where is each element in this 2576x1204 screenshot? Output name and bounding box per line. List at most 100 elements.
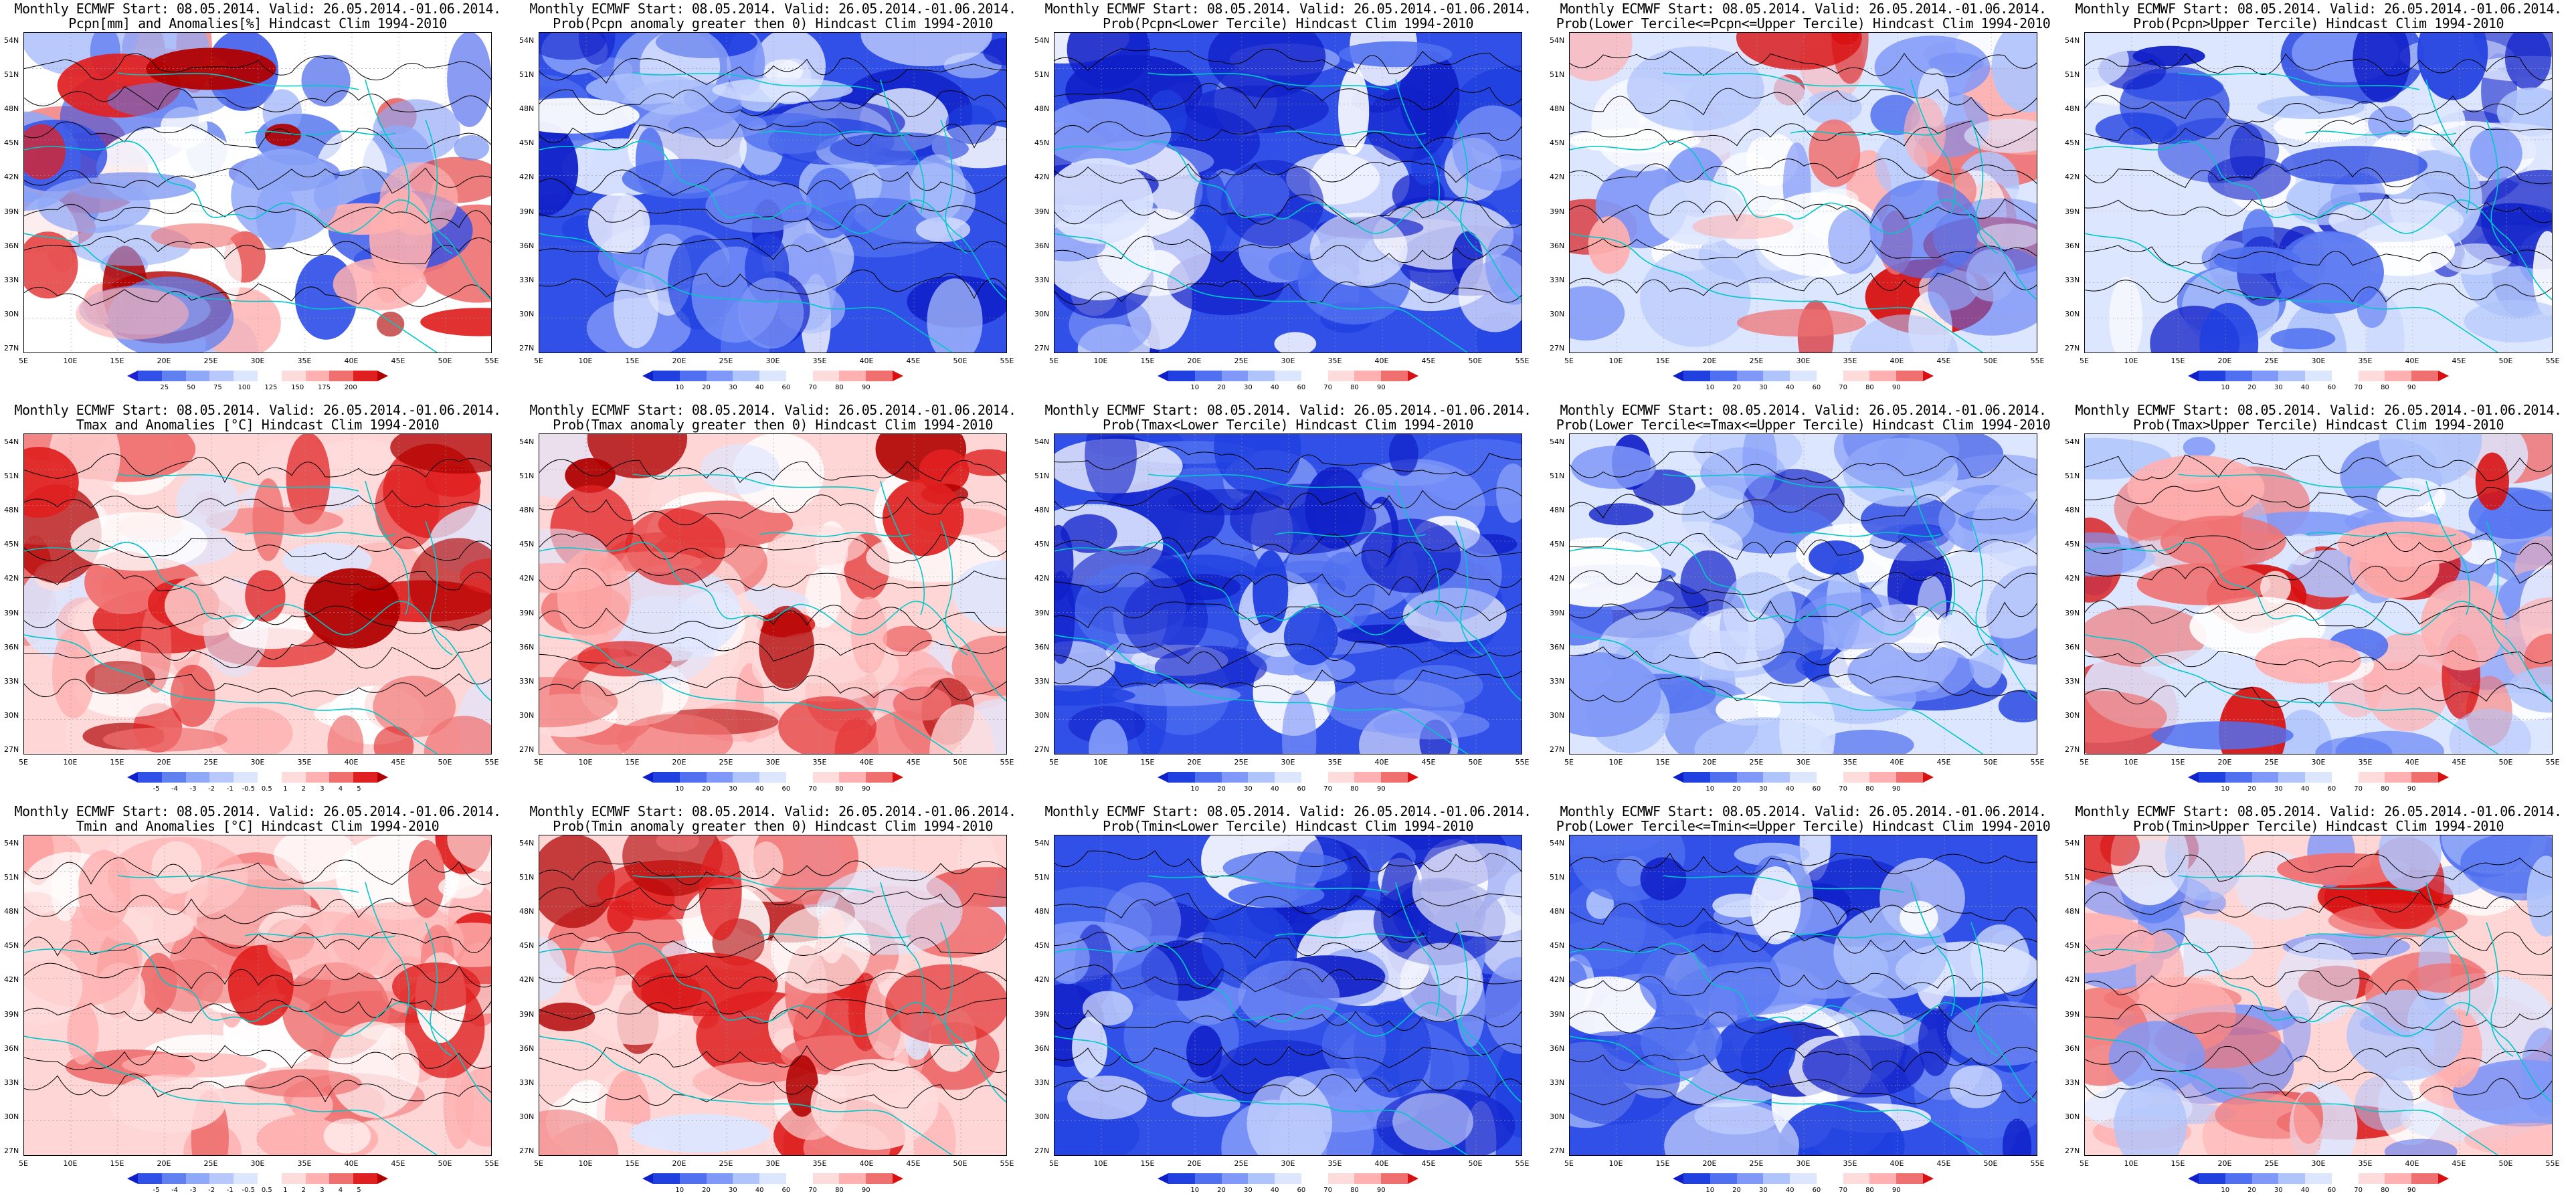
longitude-label: 30E: [250, 1159, 265, 1168]
map-panel: Monthly ECMWF Start: 08.05.2014. Valid: …: [515, 401, 1030, 803]
longitude-label: 35E: [812, 357, 827, 365]
shaded-region: [2260, 571, 2291, 604]
shaded-region: [1253, 550, 1289, 633]
longitude-label: 45E: [391, 357, 405, 365]
colorbar-segment: [1683, 772, 1711, 783]
longitude-label: 40E: [859, 758, 874, 767]
latitude-label: 27N: [2065, 1146, 2080, 1155]
shaded-region: [2151, 721, 2294, 750]
shaded-region: [2328, 198, 2464, 242]
shaded-region: [1734, 842, 1810, 866]
colorbar-tick-label: -4: [171, 1187, 179, 1194]
longitude-label: 55E: [2545, 1159, 2560, 1168]
latitude-label: 45N: [519, 540, 535, 549]
contour-line: [539, 533, 1006, 564]
shaded-region: [2353, 33, 2411, 103]
longitude-label: 30E: [2311, 357, 2326, 365]
shaded-region: [1054, 571, 1075, 664]
shaded-region: [883, 479, 964, 557]
latitude-label: 54N: [4, 437, 19, 446]
contour-line: [24, 536, 491, 561]
latitude-label: 27N: [519, 344, 535, 353]
longitude-label: 40E: [1374, 1159, 1389, 1168]
shaded-region: [1485, 957, 1522, 1054]
latitude-label: 36N: [1550, 642, 1565, 651]
colorbar-segment: [1381, 1173, 1408, 1184]
colorbar-tick-label: 90: [1892, 1187, 1901, 1194]
latitude-label: 42N: [1034, 975, 1050, 985]
colorbar-tick-label: 4: [338, 1187, 343, 1194]
shaded-region: [1247, 1076, 1333, 1155]
coastline: [2085, 474, 2552, 754]
shaded-region: [1392, 1093, 1474, 1150]
shaded-region: [850, 597, 887, 674]
colorbar-tick-label: 60: [1297, 785, 1306, 793]
colorbar-tick-label: 60: [1297, 384, 1306, 391]
contour-line: [2085, 94, 2552, 124]
longitude-label: 5E: [534, 357, 543, 365]
map-panel: Monthly ECMWF Start: 08.05.2014. Valid: …: [2061, 803, 2576, 1204]
colorbar-arrow-low: [2188, 1173, 2199, 1184]
shaded-region: [1172, 1092, 1240, 1117]
panel-title-line1: Monthly ECMWF Start: 08.05.2014. Valid: …: [1044, 1, 1532, 17]
latitude-label: 51N: [519, 472, 535, 481]
longitude-label: 10E: [1093, 758, 1108, 767]
shaded-region: [2108, 1021, 2205, 1093]
contour-line: [1054, 930, 1522, 959]
panel-title-line2: Prob(Pcpn>Upper Tercile) Hindcast Clim 1…: [2133, 15, 2504, 31]
shaded-region: [2315, 736, 2393, 754]
colorbar-tick-label: 80: [2381, 1187, 2389, 1194]
colorbar-tick-label: 20: [1217, 785, 1226, 793]
colorbar-segment: [1275, 1173, 1302, 1184]
shaded-region: [373, 676, 456, 738]
contour-line: [539, 270, 1006, 299]
colorbar-tick-label: -2: [208, 785, 215, 793]
colorbar-segment: [1327, 1173, 1355, 1184]
shaded-region: [1680, 550, 1737, 617]
contour-line: [2085, 118, 2552, 147]
colorbar-tick-label: 80: [835, 785, 844, 793]
colorbar-segment: [281, 371, 306, 381]
shaded-region: [1400, 942, 1483, 1022]
contour-line: [24, 894, 491, 924]
colorbar-segment: [2278, 772, 2306, 783]
latitude-label: 51N: [4, 70, 19, 80]
map-panel: Monthly ECMWF Start: 08.05.2014. Valid: …: [1546, 803, 2061, 1204]
contour-line: [2085, 53, 2552, 81]
colorbar-tick-label: 10: [2221, 785, 2230, 793]
coastline: [1570, 72, 2037, 353]
latitude-label: 30N: [519, 309, 535, 318]
latitude-label: 48N: [1034, 907, 1050, 916]
colorbar-tick-label: 30: [2274, 1187, 2283, 1194]
colorbar-segment: [2305, 1173, 2332, 1184]
shaded-region: [1283, 607, 1338, 666]
contour-line: [1054, 601, 1522, 629]
latitude-label: 42N: [1034, 574, 1050, 583]
colorbar: [1158, 772, 1418, 783]
colorbar-tick-label: 70: [1839, 785, 1848, 793]
contour-line: [24, 673, 491, 698]
shaded-region: [228, 613, 314, 649]
colorbar-arrow-high: [1923, 371, 1934, 381]
shaded-region: [1960, 540, 2037, 639]
colorbar: [642, 772, 903, 783]
latitude-label: 33N: [4, 275, 19, 284]
latitude-label: 42N: [1550, 975, 1565, 985]
contour-line: [24, 53, 491, 81]
latitude-label: 51N: [1550, 472, 1565, 481]
contour-line: [2085, 192, 2552, 223]
shaded-region: [1736, 308, 1867, 337]
colorbar-tick-label: 30: [2274, 785, 2283, 793]
latitude-label: 42N: [519, 975, 535, 985]
contour-line: [1570, 451, 2037, 483]
colorbar-segment: [258, 1173, 282, 1184]
longitude-label: 55E: [484, 357, 499, 365]
latitude-label: 33N: [2065, 275, 2080, 284]
latitude-label: 36N: [519, 241, 535, 250]
latitude-label: 51N: [4, 472, 19, 481]
longitude-label: 45E: [2452, 758, 2466, 767]
shaded-region: [438, 875, 484, 899]
colorbar-segment: [759, 772, 787, 783]
contour-line: [24, 86, 491, 112]
shaded-region: [2384, 1138, 2458, 1155]
